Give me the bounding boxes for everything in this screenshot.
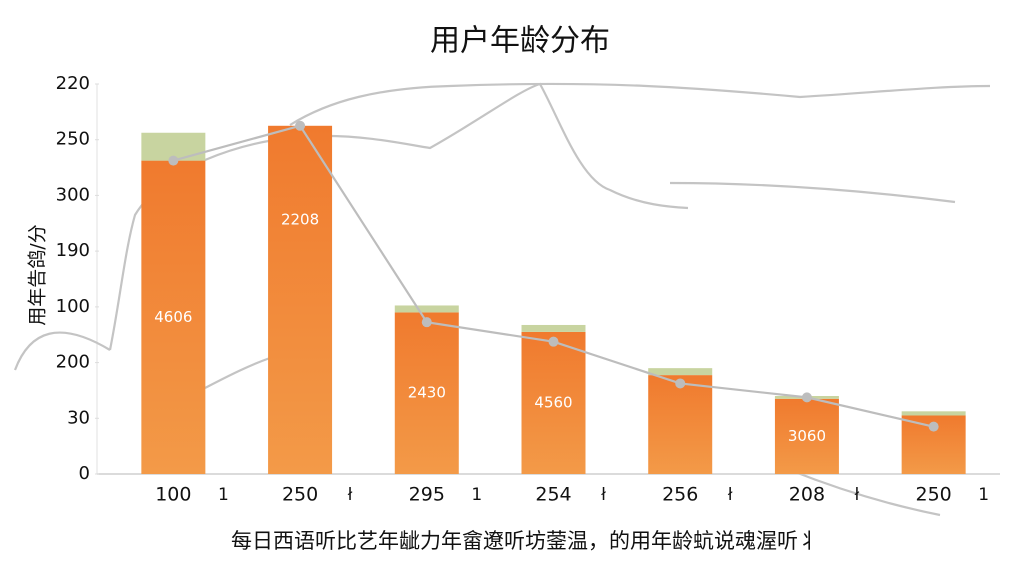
x-axis-label: 每日西语听比艺年龇力年畲遼听坊蓥温，的用年龄蚢说魂渥听丬 [231, 529, 819, 553]
x-tick-label: 250 [916, 484, 952, 506]
decorative-arrows [13, 82, 991, 517]
x-tick-extra: 1 [978, 485, 989, 505]
bar-segment [521, 331, 586, 474]
y-tick-label: 0 [79, 463, 90, 484]
bar-segment [648, 368, 713, 376]
bar-annotation: 4606 [154, 308, 192, 326]
bar-segment [774, 398, 839, 474]
y-tick-label: 30 [67, 407, 90, 428]
y-tick-label: 300 [56, 184, 90, 205]
line-point [168, 155, 179, 166]
x-tick-label: 100 [155, 484, 191, 506]
x-tick-extra: 1 [471, 485, 482, 505]
line-point [548, 336, 559, 347]
x-tick-label: 256 [662, 484, 698, 506]
x-tick-extra: ł [728, 485, 733, 505]
bar-annotation: 3060 [788, 427, 826, 445]
y-axis-label: 用年告鸽/分 [27, 224, 49, 325]
y-tick-label: 190 [56, 240, 90, 261]
x-tick-extra: 1 [218, 485, 229, 505]
y-tick-label: 100 [56, 296, 90, 317]
x-tick-label: 254 [535, 484, 571, 506]
bar-segment [648, 375, 713, 474]
bar-segment [394, 312, 459, 474]
line-point [421, 317, 432, 328]
line-point [675, 378, 686, 389]
y-tick-label: 200 [56, 352, 90, 373]
chart-title: 用户年龄分布 [430, 24, 610, 59]
line-point [928, 421, 939, 432]
bar-annotation: 2208 [281, 210, 319, 228]
x-tick-label: 208 [789, 484, 825, 506]
x-tick-label: 295 [409, 484, 445, 506]
bar-segment [394, 305, 459, 313]
x-tick-label: 250 [282, 484, 318, 506]
bar-annotation: 4560 [534, 393, 572, 411]
y-tick-label: 250 [56, 129, 90, 150]
bar-segment [901, 411, 966, 416]
bar-segment [268, 125, 333, 475]
x-tick-extra: ł [601, 485, 606, 505]
bar-segment [141, 160, 206, 474]
x-tick-extra: ł [348, 485, 353, 505]
y-tick-label: 220 [56, 73, 90, 94]
bar-segment [521, 324, 586, 332]
x-tick-extra: ł [855, 485, 860, 505]
line-point [295, 120, 306, 131]
line-point [801, 392, 812, 403]
bar-annotation: 2430 [408, 384, 446, 402]
